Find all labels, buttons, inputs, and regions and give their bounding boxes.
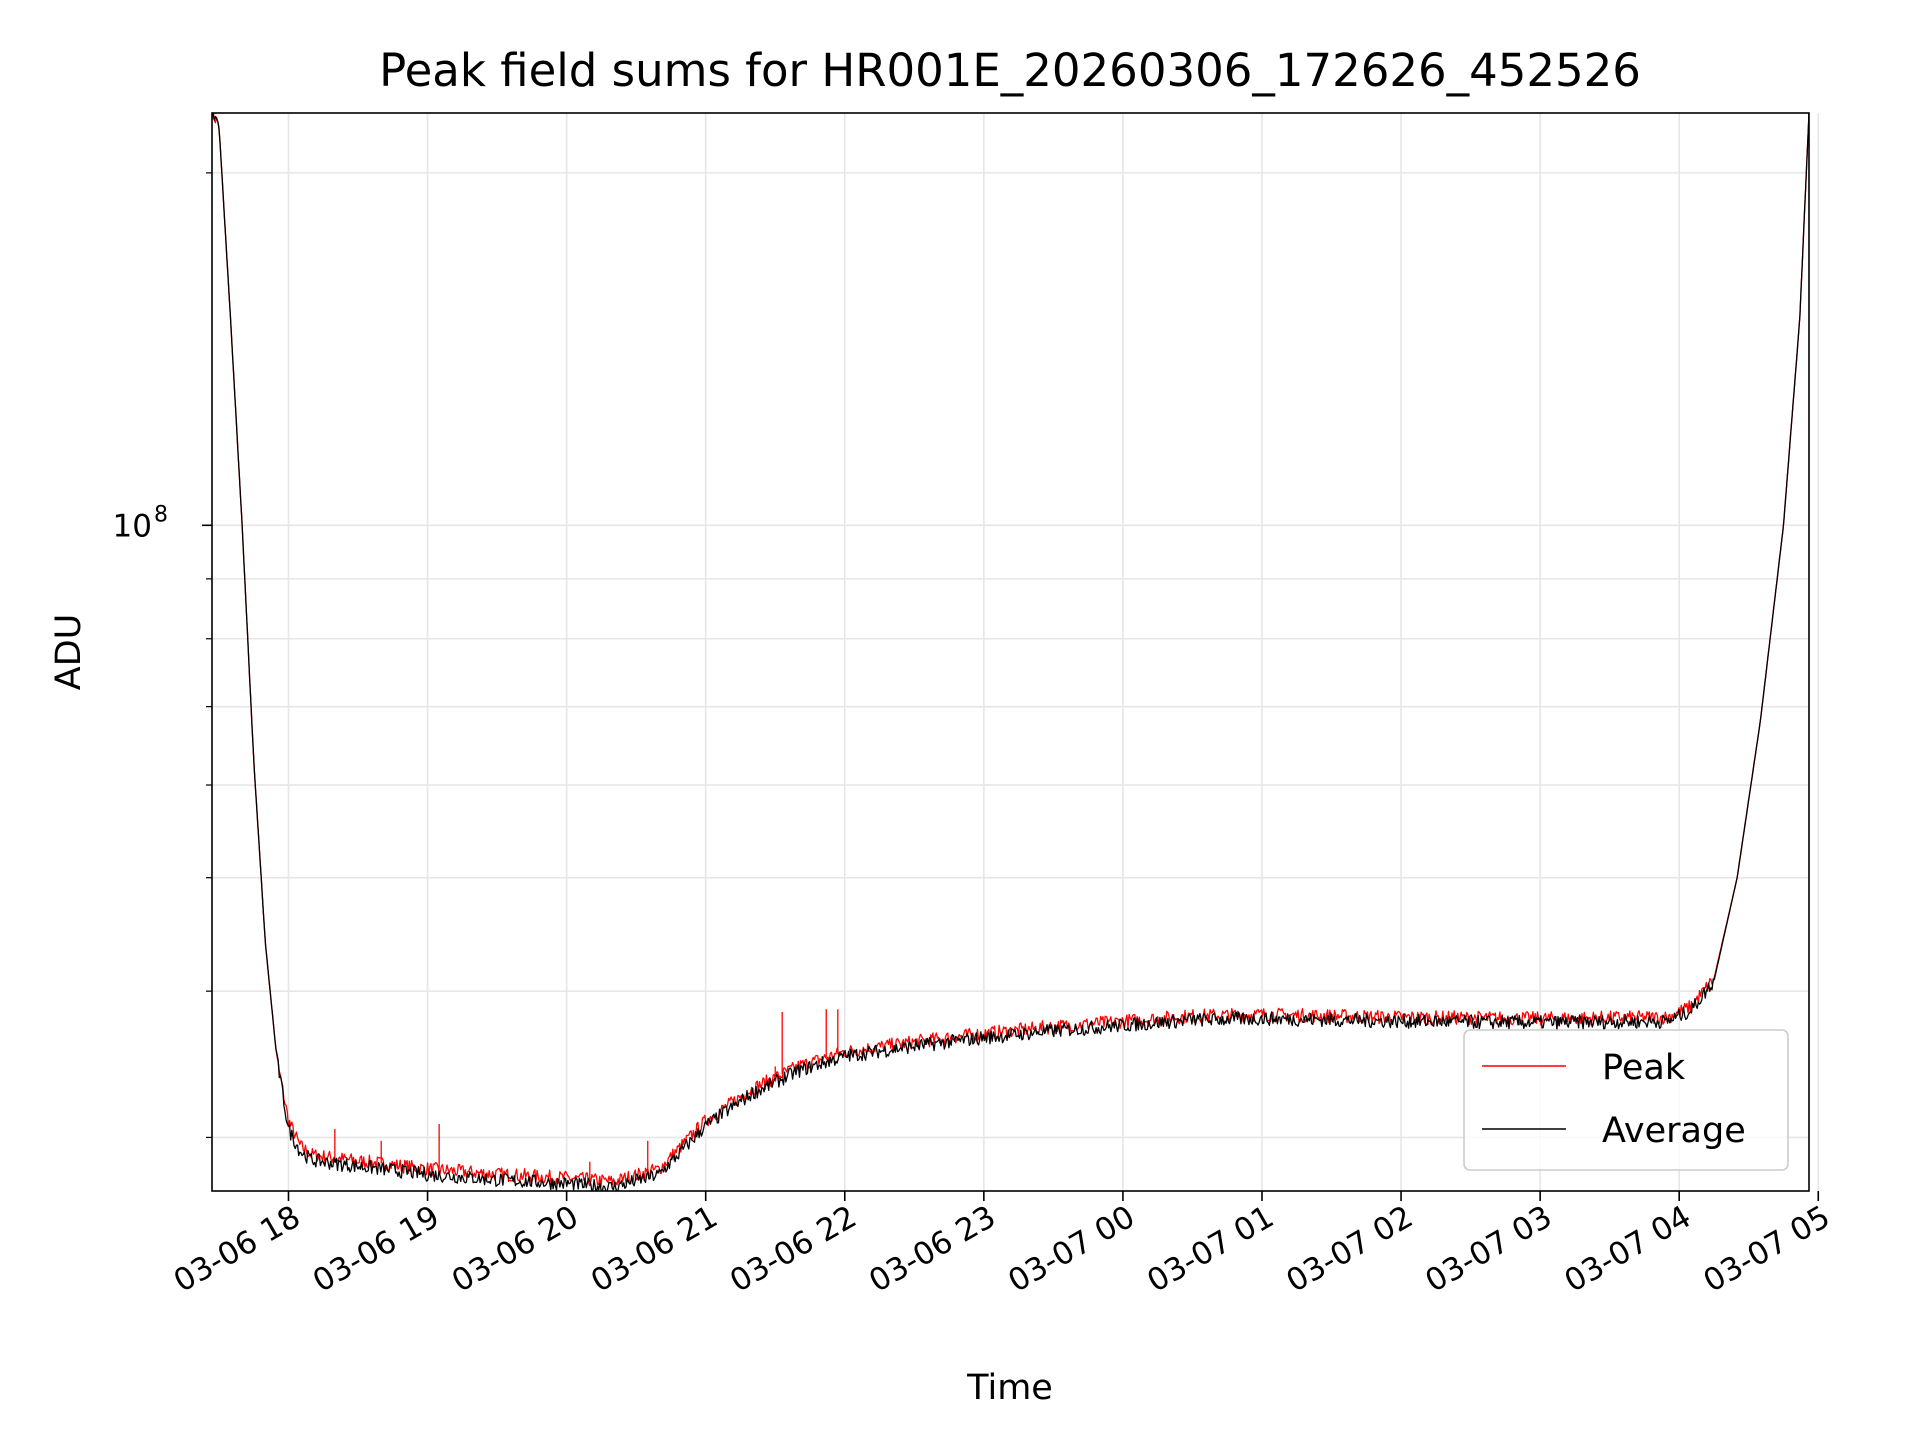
y-axis-ticks: 10 8	[113, 172, 212, 1139]
series-layer	[212, 113, 1809, 1191]
y-tick-label-exponent: 8	[154, 502, 168, 527]
y-tick-label-base: 10	[113, 508, 152, 544]
x-axis-label: Time	[966, 1368, 1053, 1408]
legend-label-average: Average	[1602, 1111, 1746, 1151]
series-line-average	[212, 113, 1809, 1191]
y-axis-label: ADU	[49, 614, 89, 691]
legend: Peak Average	[1463, 1029, 1789, 1171]
plot-frame	[211, 112, 1810, 1192]
y-tick-label: 10	[113, 508, 152, 544]
legend-label-peak: Peak	[1602, 1048, 1686, 1088]
chart-title: Peak field sums for HR001E_20260306_1726…	[379, 44, 1641, 97]
series-line-peak	[212, 113, 1809, 1187]
legend-box	[1463, 1029, 1789, 1171]
